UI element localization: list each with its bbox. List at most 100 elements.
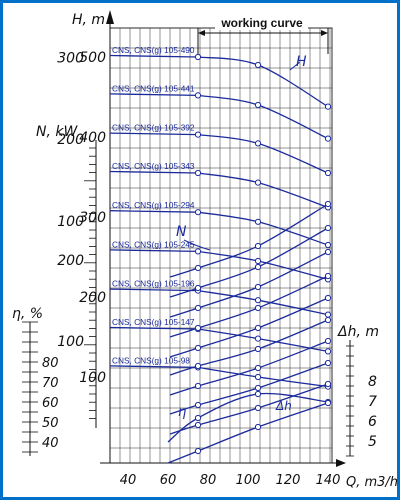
head-curve-point <box>254 140 262 147</box>
head-curve-point <box>254 257 262 265</box>
power-curve <box>169 227 329 298</box>
power-tick-label: 100 <box>57 334 84 350</box>
npsh-axis-label: Δh, m <box>337 324 379 340</box>
power-curve-point <box>194 324 202 332</box>
npsh-tick-label: 8 <box>368 374 377 390</box>
power-curve-point <box>324 224 332 232</box>
head-curve-lead <box>109 249 199 253</box>
head-curve-point <box>194 248 202 255</box>
head-curve-lead <box>109 170 199 174</box>
x-tick-label: 40 <box>120 473 137 488</box>
power-tick-label: 100 <box>57 214 84 230</box>
power-curve <box>169 319 329 376</box>
power-curve-point <box>254 263 262 271</box>
power-curve-point <box>254 384 262 392</box>
npsh-curve-point <box>324 399 332 407</box>
head-curve-point <box>194 209 202 216</box>
head-curve-lead <box>109 288 199 292</box>
head-curve-point <box>324 241 332 249</box>
npsh-curve <box>167 402 329 464</box>
power-curve <box>169 275 329 338</box>
head-curve-point <box>254 179 262 186</box>
power-curve <box>169 203 329 278</box>
power-axis-label: N, kW <box>36 124 78 140</box>
efficiency-curve-label: η <box>178 405 186 420</box>
x-axis-arrow <box>336 459 346 467</box>
power-curve-point <box>254 404 262 412</box>
efficiency-curve-point <box>194 414 202 422</box>
head-curve-point <box>254 101 262 109</box>
head-curve-label: H <box>296 54 307 70</box>
power-curve <box>169 362 329 415</box>
eta-tick-label: 80 <box>42 356 59 371</box>
power-curve-label-leader <box>183 239 211 251</box>
head-curve-point <box>324 348 332 355</box>
power-curve-point <box>324 337 332 345</box>
head-series-label: CNS, CNS(g) 105-196 <box>112 279 195 289</box>
power-curve-point <box>194 421 202 429</box>
head-curve-point <box>194 53 202 61</box>
x-tick-label: 100 <box>236 473 261 488</box>
power-curve-point <box>254 283 262 291</box>
power-curve-point <box>254 345 262 353</box>
power-curve-point <box>194 264 202 272</box>
power-curve-point <box>254 364 262 372</box>
eta-tick-label: 50 <box>42 416 59 431</box>
power-tick-label: 200 <box>57 132 84 148</box>
head-curve-point <box>324 135 332 142</box>
head-tick-label: 200 <box>79 290 106 306</box>
eta-tick-label: 40 <box>42 436 59 451</box>
eta-tick-label: 70 <box>42 376 59 391</box>
power-curve-point <box>324 248 332 256</box>
head-curve-point <box>254 297 262 304</box>
head-series-label: CNS, CNS(g) 105-294 <box>112 200 195 210</box>
head-tick-label: 500 <box>79 50 106 66</box>
x-axis-label: Q, m3/h <box>346 475 398 490</box>
power-curve-point <box>194 344 202 352</box>
eta-tick-label: 60 <box>42 396 59 411</box>
npsh-tick-label: 6 <box>368 414 377 430</box>
head-curve-label-leader <box>289 61 301 71</box>
head-curve-point <box>254 61 262 69</box>
x-tick-label: 60 <box>160 473 177 488</box>
working-curve-label-bg <box>215 16 308 30</box>
head-curve-point <box>324 311 332 318</box>
head-curve-lead <box>109 54 199 58</box>
npsh-tick-label: 7 <box>368 394 377 410</box>
head-curve-point <box>254 218 262 225</box>
eta-axis-label: η, % <box>12 306 43 322</box>
working-curve-label: working curve <box>220 16 303 30</box>
efficiency-curve <box>167 392 329 443</box>
power-curve-point <box>324 272 332 280</box>
power-curve-point <box>194 382 202 390</box>
head-series-label: CNS, CNS(g) 105-392 <box>112 123 195 133</box>
working-curve-arrow-left <box>198 30 205 36</box>
x-tick-label: 120 <box>276 473 301 488</box>
head-series-label: CNS, CNS(g) 105-98 <box>112 355 190 365</box>
head-curve-point <box>254 373 262 381</box>
working-curve-arrow-right <box>321 30 328 36</box>
head-axis-label: H, m <box>72 12 105 28</box>
head-curve-point <box>194 92 202 99</box>
head-tick-label: 300 <box>79 210 106 226</box>
npsh-curve-point <box>254 423 262 431</box>
head-curve-lead <box>109 326 199 330</box>
power-curve-point <box>194 401 202 409</box>
power-curve-point <box>254 324 262 332</box>
npsh-curve-point <box>194 447 202 455</box>
x-tick-label: 140 <box>316 473 341 488</box>
power-tick-label: 200 <box>57 253 84 269</box>
power-curve-point <box>324 200 332 208</box>
head-curve-lead <box>109 365 199 369</box>
power-tick-label: 300 <box>57 50 84 66</box>
head-series-label: CNS, CNS(g) 105-245 <box>112 239 195 249</box>
x-tick-label: 80 <box>200 473 217 488</box>
npsh-curve-label: Δh <box>275 399 292 413</box>
efficiency-curve-point <box>254 390 262 398</box>
head-series-label: CNS, CNS(g) 105-343 <box>112 161 195 171</box>
head-curve-lead <box>109 132 199 136</box>
power-curve-point <box>324 359 332 367</box>
power-curve-point <box>324 316 332 324</box>
chart-labels: CNS, CNS(g) 105-490 CNS, CNS(g) 105-441 CN… <box>112 45 307 420</box>
chart-axes: 40 60 80 100 120 140 Q, m3/h H, m 100 200 300 400 50… <box>12 10 398 490</box>
